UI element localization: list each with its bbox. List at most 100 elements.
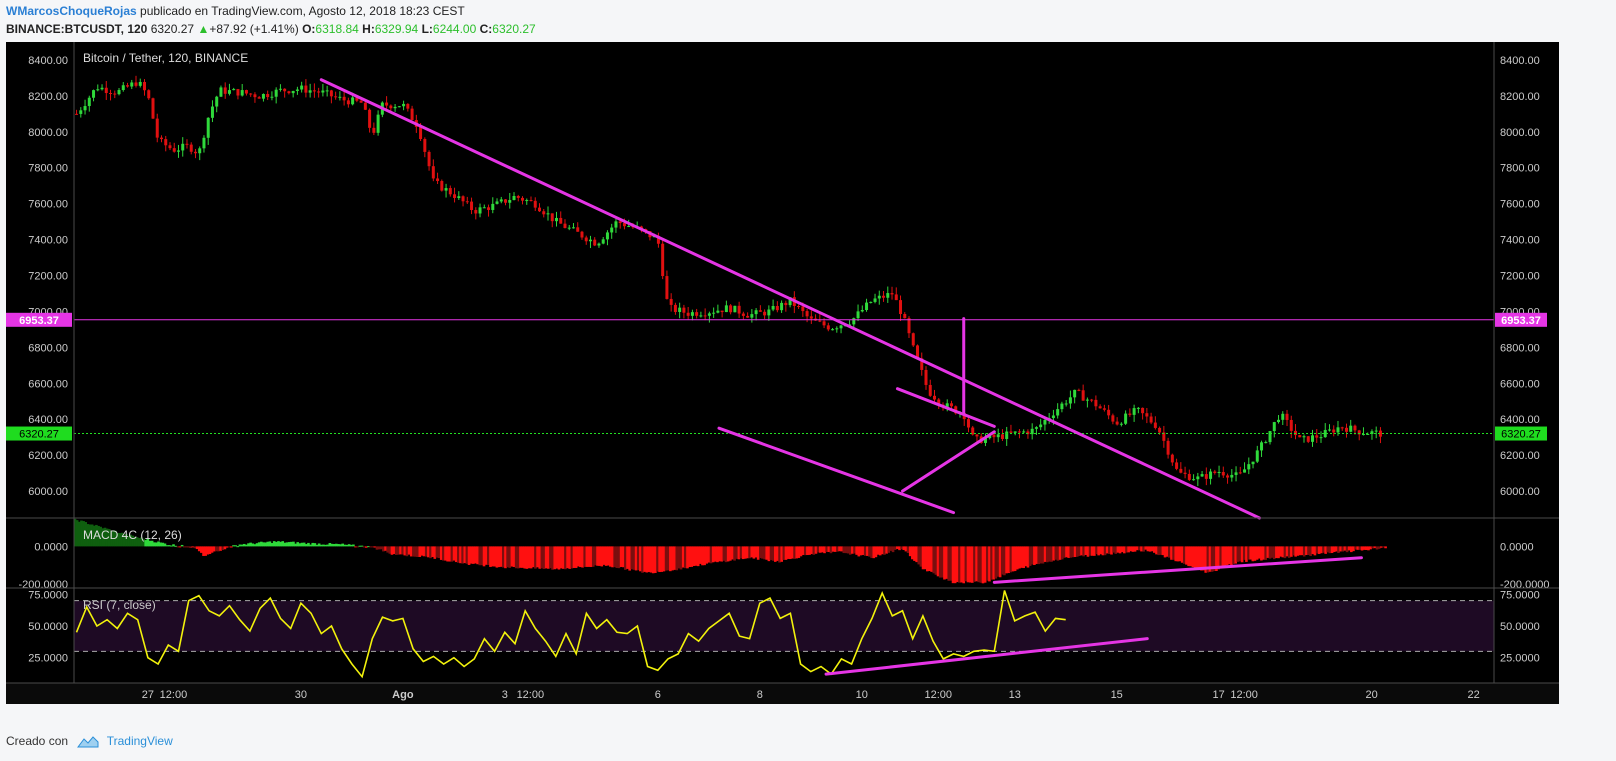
macd-bar: [206, 546, 210, 555]
candle-body: [359, 100, 363, 103]
macd-bar: [926, 546, 929, 572]
macd-bar: [1375, 546, 1379, 550]
macd-bar: [367, 546, 370, 548]
macd-bar: [988, 546, 991, 582]
candle-body: [856, 311, 860, 319]
candle-body: [1294, 430, 1298, 436]
macd-bar: [1296, 546, 1300, 556]
candle-body: [1340, 427, 1344, 429]
macd-bar: [75, 520, 79, 547]
macd-bar: [842, 546, 846, 554]
macd-bar: [611, 546, 614, 568]
macd-bar: [1347, 546, 1351, 551]
macd-bar: [465, 546, 469, 564]
macd-bar: [1030, 546, 1034, 565]
candle-body: [1226, 475, 1230, 478]
published-text: publicado en TradingView.com, Agosto 12,…: [140, 4, 465, 18]
candle-body: [975, 434, 979, 437]
macd-bar: [1371, 546, 1375, 549]
candle-body: [499, 199, 503, 202]
macd-bar: [1365, 546, 1368, 550]
rsi-band: [74, 600, 1494, 652]
macd-bar: [962, 546, 966, 584]
macd-bar: [617, 546, 621, 569]
macd-bar: [840, 546, 843, 552]
macd-bar: [255, 543, 259, 547]
macd-bar: [1054, 546, 1058, 560]
macd-bar: [891, 546, 895, 553]
macd-bar: [941, 546, 944, 578]
macd-bar: [913, 546, 916, 561]
macd-bar: [1251, 546, 1255, 562]
macd-bar: [564, 546, 567, 570]
candle-body: [1090, 399, 1094, 401]
macd-bar: [1202, 546, 1205, 571]
candle-body: [1357, 430, 1361, 435]
candle-body: [334, 96, 338, 98]
macd-bar: [688, 546, 691, 568]
macd-bar: [598, 546, 601, 566]
macd-bar: [902, 546, 906, 550]
macd-bar: [116, 532, 120, 547]
candle-body: [185, 143, 189, 145]
candle-body: [1251, 461, 1255, 465]
candle-body: [576, 227, 580, 232]
macd-bar: [1058, 546, 1062, 560]
macd-bar: [1382, 546, 1385, 548]
macd-bar: [726, 546, 730, 562]
macd-bar: [649, 546, 653, 573]
macd-bar: [1309, 546, 1312, 557]
macd-bar: [240, 544, 244, 547]
tradingview-link[interactable]: TradingView: [106, 734, 173, 748]
macd-bar: [352, 544, 355, 547]
macd-bar: [654, 546, 657, 573]
macd-bar: [574, 546, 578, 568]
macd-bar: [92, 525, 96, 547]
macd-bar: [906, 546, 910, 553]
candle-body: [746, 315, 750, 318]
candle-body: [571, 227, 575, 229]
close-value: 6320.27: [492, 22, 536, 36]
macd-bar: [1052, 546, 1055, 561]
author-link[interactable]: WMarcosChoqueRojas: [6, 4, 137, 18]
macd-bar: [247, 543, 250, 547]
macd-bar: [120, 532, 124, 547]
chart-area[interactable]: 8400.00 8400.00 8200.00 8200.00 8000.00 8000.…: [6, 42, 1559, 704]
candle-body: [461, 196, 465, 202]
macd-bar: [615, 546, 619, 568]
y-tick-label-right: 6400.00: [1500, 414, 1540, 426]
macd-bar: [307, 542, 310, 547]
candle-body: [678, 307, 682, 312]
macd-bar: [975, 546, 978, 582]
macd-bar: [677, 546, 681, 569]
macd-bar: [1305, 546, 1308, 556]
low-label: L:: [421, 22, 433, 36]
macd-bar: [949, 546, 953, 581]
macd-bar: [1292, 546, 1295, 556]
macd-bar: [990, 546, 993, 580]
macd-bar: [1362, 546, 1366, 550]
open-label: O:: [302, 22, 316, 36]
candle-body: [406, 103, 410, 109]
macd-bar: [1135, 546, 1139, 551]
candle-body: [852, 318, 856, 325]
macd-bar: [127, 535, 130, 547]
macd-bar: [934, 546, 938, 575]
macd-bar: [675, 546, 679, 571]
macd-bar: [1285, 546, 1289, 557]
macd-bar: [1217, 546, 1220, 570]
candle-body: [198, 148, 202, 154]
macd-bar: [1225, 546, 1229, 566]
macd-bar: [645, 546, 649, 573]
candle-body: [1141, 407, 1145, 414]
macd-bar: [234, 545, 237, 547]
macd-bar: [1073, 546, 1077, 558]
candle-body: [363, 102, 367, 110]
macd-bar: [281, 541, 285, 547]
candle-body: [1332, 429, 1336, 433]
macd-bar: [1120, 546, 1124, 553]
macd-bar: [778, 546, 781, 563]
macd-bar: [131, 535, 135, 547]
candle-body: [1128, 413, 1132, 415]
candle-body: [244, 90, 248, 94]
